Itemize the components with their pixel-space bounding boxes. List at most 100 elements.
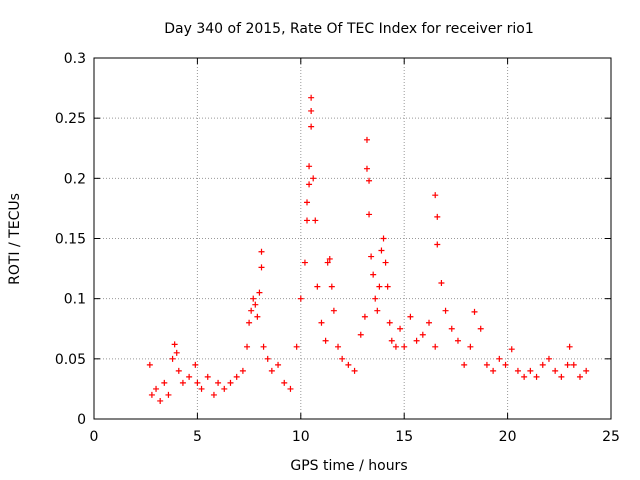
data-point [448, 325, 455, 332]
data-point [461, 361, 468, 368]
data-point [204, 373, 211, 380]
data-point [192, 361, 199, 368]
data-point [308, 94, 315, 101]
data-point [146, 361, 153, 368]
data-point [244, 343, 251, 350]
data-point [148, 391, 155, 398]
data-point [173, 349, 180, 356]
data-point [419, 331, 426, 338]
data-point [304, 217, 311, 224]
data-point [454, 337, 461, 344]
data-point [304, 199, 311, 206]
data-point [165, 391, 172, 398]
data-point [254, 313, 261, 320]
y-tick-label: 0.3 [64, 51, 86, 67]
data-point [570, 361, 577, 368]
data-point [363, 136, 370, 143]
data-point [583, 367, 590, 374]
data-point [260, 343, 267, 350]
y-tick-label: 0.25 [55, 111, 86, 127]
data-point [397, 325, 404, 332]
data-point [576, 373, 583, 380]
data-point [281, 379, 288, 386]
grid-lines [94, 58, 611, 419]
data-point [366, 177, 373, 184]
x-tick-label: 0 [90, 429, 99, 445]
data-point [287, 385, 294, 392]
data-point [471, 308, 478, 315]
data-point [368, 253, 375, 260]
y-axis-label: ROTI / TECUs [7, 193, 23, 285]
data-point [194, 379, 201, 386]
data-point [324, 259, 331, 266]
data-point [339, 355, 346, 362]
data-point [318, 319, 325, 326]
data-point [432, 192, 439, 199]
data-point [179, 379, 186, 386]
data-point [527, 367, 534, 374]
data-point [508, 346, 515, 353]
data-point [442, 307, 449, 314]
data-point [374, 307, 381, 314]
chart-title: Day 340 of 2015, Rate Of TEC Index for r… [164, 21, 534, 37]
data-point [566, 343, 573, 350]
data-point [434, 213, 441, 220]
data-point [477, 325, 484, 332]
x-tick-label: 15 [395, 429, 413, 445]
data-point [502, 361, 509, 368]
data-point [401, 343, 408, 350]
data-point [361, 313, 368, 320]
data-point [552, 367, 559, 374]
x-tick-label: 20 [499, 429, 517, 445]
data-point [153, 385, 160, 392]
data-point [198, 385, 205, 392]
data-point [483, 361, 490, 368]
data-point [533, 373, 540, 380]
data-point [258, 248, 265, 255]
axis-ticks: 0 5 10 15 20 25 0 0.05 0.1 0.15 0.2 0.25 0.3 [55, 51, 620, 445]
data-point [233, 373, 240, 380]
data-point [239, 367, 246, 374]
data-point [388, 337, 395, 344]
data-point [308, 107, 315, 114]
data-points [146, 94, 590, 404]
data-point [306, 163, 313, 170]
data-point [366, 211, 373, 218]
data-point [413, 337, 420, 344]
data-point [258, 264, 265, 271]
x-tick-label: 10 [292, 429, 310, 445]
data-point [227, 379, 234, 386]
data-point [514, 367, 521, 374]
data-point [351, 367, 358, 374]
data-point [161, 379, 168, 386]
data-point [521, 373, 528, 380]
data-point [306, 181, 313, 188]
data-point [310, 175, 317, 182]
y-tick-label: 0.05 [55, 352, 86, 368]
y-tick-label: 0.15 [55, 232, 86, 248]
x-tick-label: 5 [193, 429, 202, 445]
x-tick-label: 25 [602, 429, 620, 445]
data-point [328, 283, 335, 290]
data-point [221, 385, 228, 392]
data-point [558, 373, 565, 380]
y-tick-label: 0 [77, 412, 86, 428]
data-point [171, 341, 178, 348]
data-point [372, 295, 379, 302]
data-point [297, 295, 304, 302]
data-point [335, 343, 342, 350]
data-point [210, 391, 217, 398]
data-point [467, 343, 474, 350]
data-point [308, 123, 315, 130]
data-point [378, 247, 385, 254]
data-point [386, 319, 393, 326]
data-point [384, 283, 391, 290]
data-point [357, 331, 364, 338]
data-point [169, 355, 176, 362]
data-point [407, 313, 414, 320]
data-point [275, 361, 282, 368]
data-point [376, 283, 383, 290]
data-point [380, 235, 387, 242]
data-point [175, 367, 182, 374]
data-point [322, 337, 329, 344]
